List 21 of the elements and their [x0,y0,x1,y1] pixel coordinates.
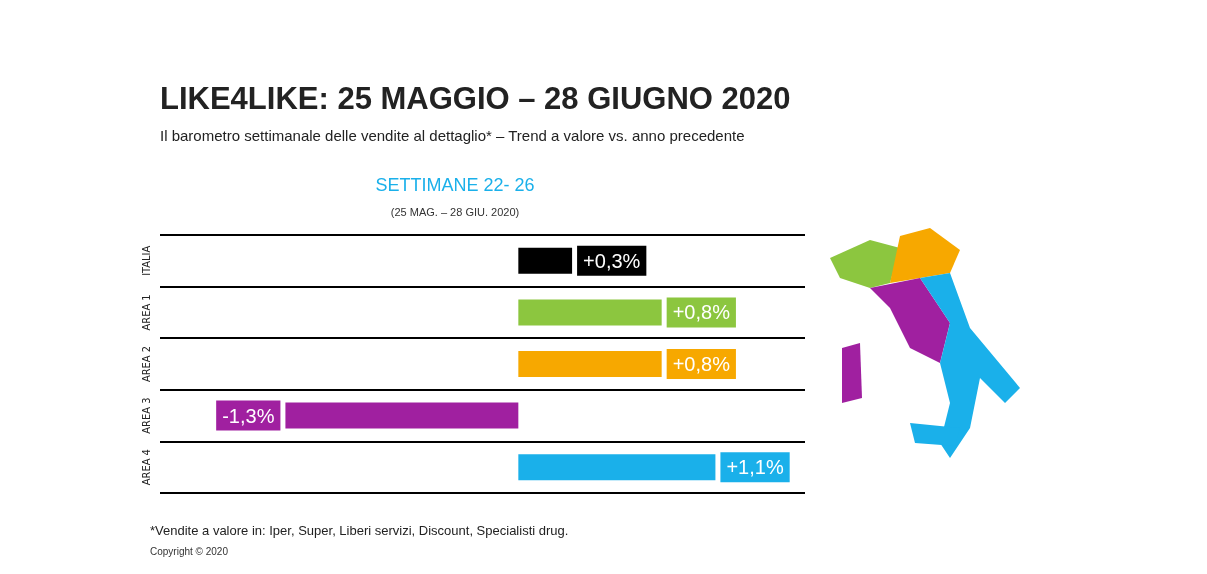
data-label: -1,3% [222,404,275,427]
text: (25 MAG. – 28 GIU. 2020) [390,206,520,218]
y-tick-label: AREA 2 [140,345,153,383]
bar [518,454,716,481]
bar [518,299,662,326]
bar [518,247,573,274]
data-label: +0,3% [583,249,641,272]
bar [285,402,519,429]
data-label: +0,8% [672,353,731,375]
y-tick-label: AREA 1 [140,294,153,331]
y-tick-label: AREA 4 [140,449,153,486]
y-tick-label: AREA 3 [140,397,153,434]
data-label: +0,8% [672,301,731,324]
chart-subtitle: Il barometro settimanale delle vendite al dettaglio* – Trend a valore vs. anno precedente [160,127,745,144]
text: Copyright © 2020 [150,545,229,557]
chart-title: LIKE4LIKE: 25 MAGGIO – 28 GIUGNO 2020 [160,81,791,116]
text: *Vendite a valore in: Iper, Super, Liberi servizi, Discount, Specialisti drug. [150,522,569,538]
y-tick-label: ITALIA [140,245,153,276]
data-label: +1,1% [726,456,784,479]
bar [518,351,662,377]
text: SETTIMANE 22- 26 [375,175,535,195]
